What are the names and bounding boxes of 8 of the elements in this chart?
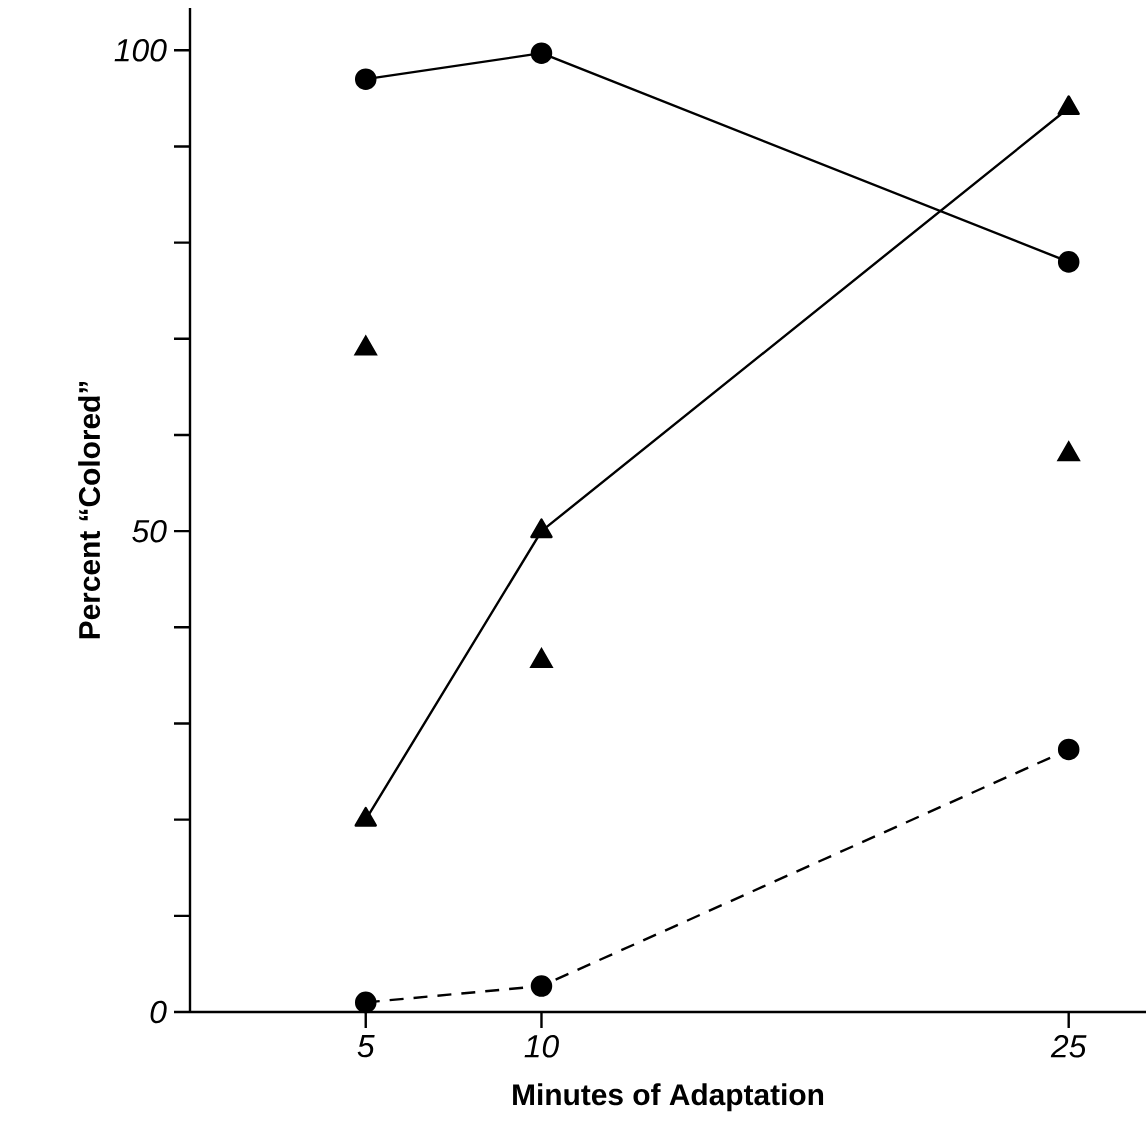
x-tick-label: 25	[1050, 1035, 1087, 1058]
y-tick-label: 0	[150, 1000, 167, 1024]
y-tick-label: 100	[114, 39, 167, 62]
y-tick-label: 50	[132, 519, 167, 543]
y-axis-title: Percent “Colored”	[78, 381, 101, 639]
x-tick-label: 10	[524, 1035, 559, 1058]
x-axis-title: Minutes of Adaptation	[513, 1083, 824, 1112]
x-tick-label: 5	[357, 1035, 375, 1058]
